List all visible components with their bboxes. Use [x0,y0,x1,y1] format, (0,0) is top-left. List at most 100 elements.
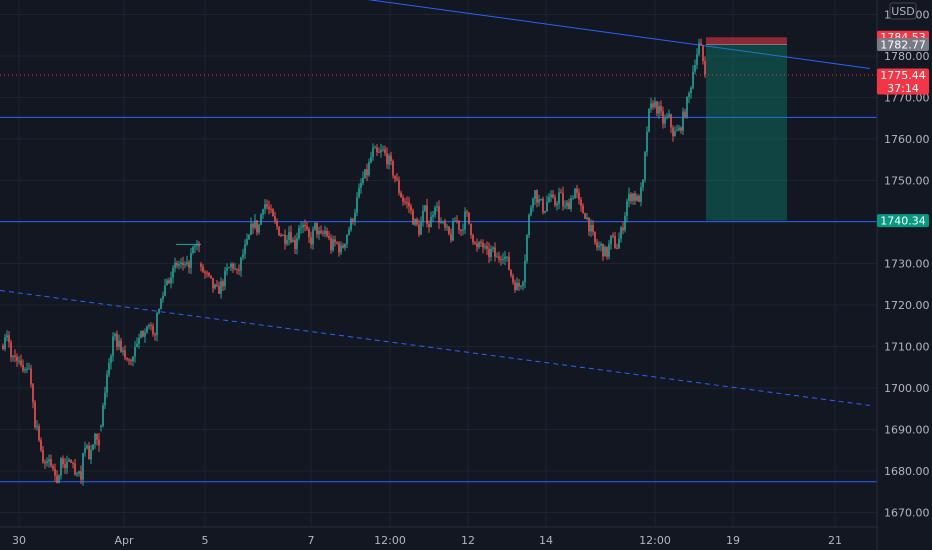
time-tick-label: 12:00 [639,534,671,547]
candle-body [150,325,152,327]
candle-body [188,262,190,268]
candle-body [86,445,88,449]
candle-body [514,282,516,291]
candle-body [472,235,474,243]
price-tick-label: 1730.00 [884,258,930,271]
candle-body [330,238,332,251]
candle-body [4,337,6,349]
candle-body [44,462,46,464]
current-price-badge-label: 1775.44 [880,69,926,82]
candle-body [424,205,426,211]
candle-body [498,256,500,260]
candle-body [108,362,110,375]
candle-body [318,230,320,235]
candle-body [60,458,62,476]
candle-body [194,245,196,247]
candle-body [540,199,542,201]
candle-body [246,239,248,245]
candle-body [28,368,30,370]
candle-body [38,426,40,441]
candle-body [618,238,620,249]
candle-body [64,464,66,469]
candle-body [616,248,618,250]
candle-body [654,101,656,107]
price-axis[interactable]: 1670.00 1680.00 1690.00 1700.00 1710.00 1720.… [876,0,930,550]
candle-body [676,130,678,132]
candle-body [232,263,234,269]
candle-body [686,96,688,118]
candle-body [454,220,456,222]
current-price-countdown: 37:14 [887,82,919,95]
candle-body [486,246,488,249]
candle-body [300,227,302,229]
candle-body [12,355,14,358]
candle-body [144,332,146,337]
candle-body [128,359,130,361]
candle-body [688,93,690,97]
candle-body [548,197,550,203]
currency-box[interactable]: USD [889,2,917,20]
trendline-resistance[interactable] [235,0,871,69]
candle-body [492,247,494,249]
candle-body [428,223,430,228]
candle-body [692,71,694,88]
candle-body [348,229,350,235]
candle-body [594,231,596,243]
candle-body [396,178,398,181]
candle-body [372,147,374,157]
short-position-tool[interactable] [0,37,877,221]
price-tick-label: 1670.00 [884,506,930,519]
stop-loss-zone[interactable] [706,37,787,45]
trendline-dashed[interactable] [0,289,871,406]
candle-body [66,461,68,469]
candle-body [40,440,42,450]
candle-body [284,234,286,244]
candle-body [522,282,524,286]
candle-body [306,226,308,230]
candle-body [578,192,580,200]
candle-body [72,462,74,464]
candle-body [230,263,232,268]
candle-body [200,263,202,267]
candle-body [308,229,310,238]
candle-body [368,162,370,176]
candle-body [470,223,472,236]
candle-body [236,268,238,270]
price-tick-label: 1690.00 [884,423,930,436]
candle-body [340,245,342,253]
candle-body [192,246,194,253]
candle-body [90,449,92,460]
take-profit-zone[interactable] [706,44,787,221]
candle-body [446,226,448,228]
trendlines[interactable] [0,0,871,406]
candle-body [78,471,80,474]
candle-body [54,469,56,476]
candle-body [114,333,116,337]
candle-body [596,242,598,248]
candle-body [290,232,292,243]
candle-body [278,226,280,236]
candle-body [20,360,22,365]
candle-body [238,269,240,271]
candle-body [124,350,126,358]
candle-body [644,151,646,180]
candle-body [172,268,174,278]
candle-body [536,190,538,203]
candle-body [668,114,670,117]
candle-body [358,187,360,198]
candle-body [378,151,380,153]
candle-body [220,281,222,294]
candle-body [222,281,224,287]
candle-body [190,252,192,268]
candle-body [16,356,18,361]
candle-body [174,262,176,269]
price-tick-label: 1760.00 [884,133,930,146]
candle-body [208,272,210,276]
candle-body [478,242,480,248]
candle-body [494,247,496,257]
time-axis[interactable]: 30 Apr 5 7 12:00 12 14 12:00 19 21 [0,526,877,547]
candle-body [48,459,50,462]
